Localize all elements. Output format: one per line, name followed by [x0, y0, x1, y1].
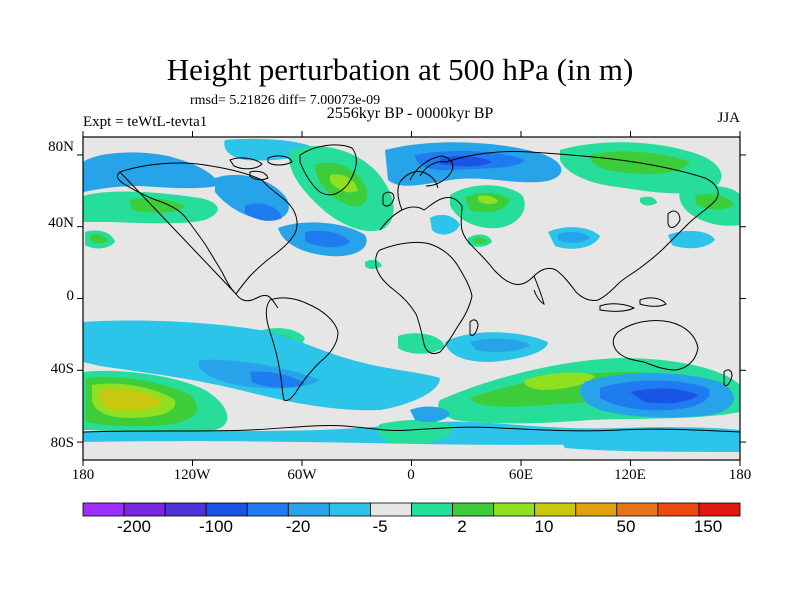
- lon-label-180w: 180: [71, 467, 95, 483]
- field-north-pacific-blue: [83, 152, 220, 192]
- field-hudson-blue: [245, 203, 282, 221]
- coast-australia: [612, 319, 699, 371]
- field-north-pacific-core: [130, 198, 185, 213]
- colorbar-swatch: [287, 502, 330, 517]
- field-caspian-cyan: [430, 214, 460, 235]
- coast-south-america: [265, 297, 339, 401]
- experiment-label: Expt = teWtL-tevta1: [83, 114, 208, 130]
- colorbar-swatch: [657, 502, 700, 517]
- lon-label-0: 0: [407, 467, 415, 483]
- colorbar-label: -100: [198, 517, 234, 536]
- lat-label-40s: 40S: [50, 361, 74, 377]
- coast-indonesia: [599, 297, 667, 312]
- lat-label-80n: 80N: [48, 139, 74, 155]
- coast-europe: [379, 161, 463, 231]
- colorbar-swatch: [328, 502, 371, 517]
- colorbar-label: -5: [372, 517, 388, 536]
- colorbar-swatch: [452, 502, 495, 517]
- coast-antarctica: [83, 424, 740, 433]
- colorbar-swatch: [164, 502, 207, 517]
- colorbar-swatch: [246, 502, 289, 517]
- colorbar-swatch: [82, 502, 125, 517]
- colorbar-swatch: [123, 502, 166, 517]
- field-nepac-green-core: [90, 234, 108, 244]
- field-sindian-blue: [470, 338, 530, 353]
- field-sw-gold: [99, 388, 162, 411]
- colorbar-swatch: [616, 502, 659, 517]
- stats-label: rmsd= 5.21826 diff= 7.00073e-09: [190, 93, 381, 108]
- season-label: JJA: [717, 110, 740, 126]
- colorbar-swatch: [493, 502, 536, 517]
- field-greenland-peak: [330, 174, 358, 193]
- colorbar-swatch: [411, 502, 453, 517]
- lon-label-60e: 60E: [508, 467, 534, 483]
- field-nwpac-small-green: [640, 196, 657, 206]
- lat-label-40n: 40N: [48, 215, 74, 231]
- lon-label-180e: 180: [728, 467, 752, 483]
- coast-new-zealand: [723, 369, 733, 387]
- field-antarctic-blue: [410, 406, 450, 422]
- coast-japan: [667, 210, 681, 228]
- colorbar-label: 10: [534, 517, 554, 536]
- coast-greenland: [299, 144, 357, 196]
- colorbar-label: -20: [285, 517, 311, 536]
- lon-label-120w: 120W: [173, 467, 211, 483]
- colorbar-swatch: [205, 502, 248, 517]
- coast-scandinavia: [409, 155, 454, 187]
- coast-britain: [382, 191, 395, 207]
- colorbar-swatch: [534, 502, 577, 517]
- field-spac-darkest: [630, 388, 698, 404]
- period-label: 2556kyr BP - 0000kyr BP: [326, 105, 494, 122]
- colorbar-swatch: [575, 502, 618, 517]
- colorbar: [82, 502, 741, 517]
- lon-label-120e: 120E: [614, 467, 646, 483]
- colorbar-label: 150: [693, 517, 723, 536]
- colorbar-label: 50: [616, 517, 636, 536]
- field-antarctic-green: [378, 419, 455, 446]
- field-spac-deep: [250, 371, 305, 388]
- field-atlantic-green-bit: [365, 259, 382, 269]
- coast-asia: [445, 151, 719, 301]
- coast-africa: [375, 241, 473, 355]
- coast-india: [533, 275, 545, 305]
- field-satlantic-green: [398, 333, 445, 354]
- height-field: [83, 137, 740, 460]
- coastlines: [83, 144, 740, 433]
- field-saus-yellow: [524, 372, 595, 390]
- field-antarctic-gray-east: [560, 436, 740, 452]
- colorbar-swatch: [370, 502, 412, 517]
- axis-ticks: [77, 131, 746, 466]
- field-asia-peak: [478, 195, 498, 205]
- field-mideast-green-core: [474, 237, 487, 244]
- colorbar-label: 2: [457, 517, 467, 536]
- lat-label-0: 0: [66, 288, 75, 304]
- coast-canada-islands: [229, 155, 293, 181]
- colorbar-swatch: [698, 502, 741, 517]
- field-asia-cyan-core: [558, 231, 590, 243]
- field-npacific-cyan: [668, 230, 715, 249]
- lon-label-60w: 60W: [287, 467, 317, 483]
- coast-madagascar: [469, 319, 479, 337]
- lat-label-80s: 80S: [50, 435, 74, 451]
- colorbar-label: -200: [116, 517, 152, 536]
- coast-north-america: [116, 162, 298, 309]
- field-eurasia-deep: [440, 156, 492, 167]
- field-atlantic-core: [305, 230, 350, 248]
- map-title: Height perturbation at 500 hPa (in m): [166, 52, 634, 87]
